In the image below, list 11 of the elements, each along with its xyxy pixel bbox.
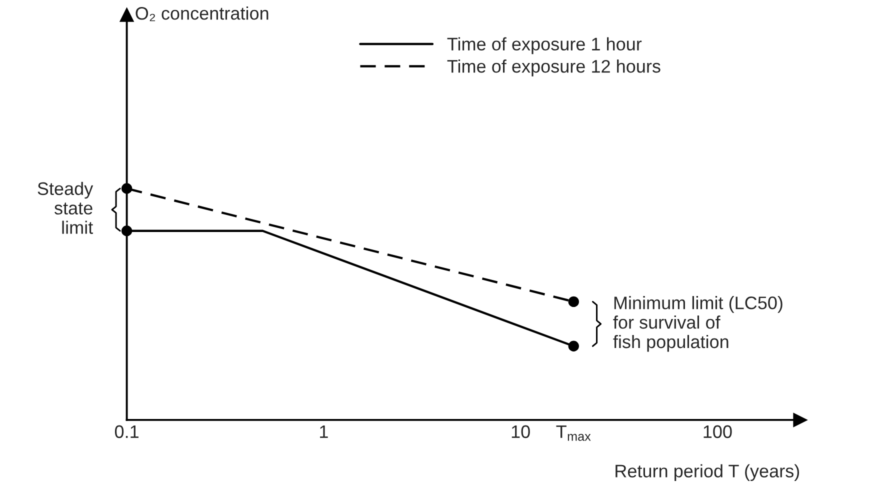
x-tick-label: 0.1: [114, 425, 138, 438]
x-axis-title: Return period T (years): [616, 464, 800, 482]
text: Steady state limit: [38, 182, 94, 234]
annotation: Minimum limit (LC50) for survival of fish population: [613, 296, 782, 352]
text: O₂ concentration: [136, 6, 268, 22]
legend-label: Time of exposure 12 hours: [447, 59, 660, 76]
x-tick-label: 100: [704, 425, 732, 438]
x-tick-label: 1: [320, 425, 328, 438]
x-tick-label: 10: [512, 425, 530, 438]
legend-label: Time of exposure 1 hour: [447, 37, 642, 54]
x-tick-label: T$_{max}$: [556, 425, 591, 441]
